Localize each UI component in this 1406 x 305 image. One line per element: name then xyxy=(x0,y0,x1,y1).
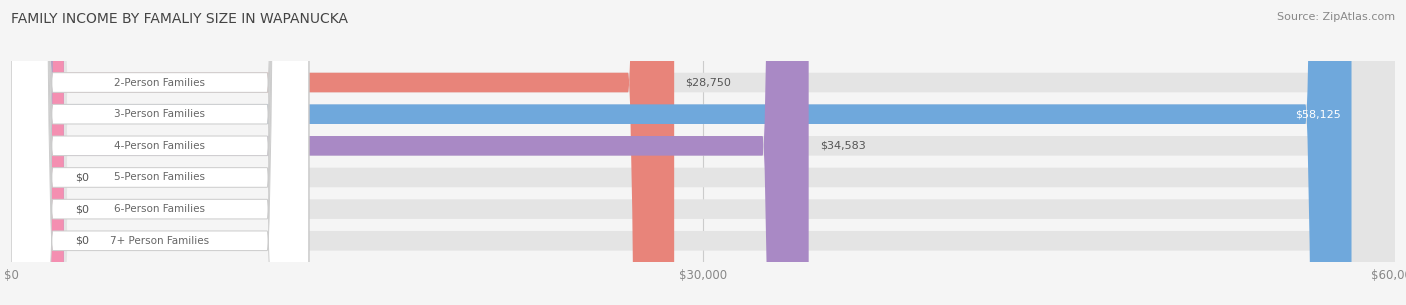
Text: 5-Person Families: 5-Person Families xyxy=(114,172,205,182)
Text: $58,125: $58,125 xyxy=(1295,109,1340,119)
Text: 3-Person Families: 3-Person Families xyxy=(114,109,205,119)
FancyBboxPatch shape xyxy=(11,0,63,305)
FancyBboxPatch shape xyxy=(11,0,1395,305)
Text: Source: ZipAtlas.com: Source: ZipAtlas.com xyxy=(1277,12,1395,22)
FancyBboxPatch shape xyxy=(11,0,1351,305)
FancyBboxPatch shape xyxy=(11,0,309,305)
Text: 2-Person Families: 2-Person Families xyxy=(114,77,205,88)
Text: $0: $0 xyxy=(75,236,89,246)
FancyBboxPatch shape xyxy=(11,0,309,305)
Text: FAMILY INCOME BY FAMALIY SIZE IN WAPANUCKA: FAMILY INCOME BY FAMALIY SIZE IN WAPANUC… xyxy=(11,12,349,26)
Text: 6-Person Families: 6-Person Families xyxy=(114,204,205,214)
FancyBboxPatch shape xyxy=(11,0,63,305)
FancyBboxPatch shape xyxy=(11,0,309,305)
FancyBboxPatch shape xyxy=(11,0,1395,305)
FancyBboxPatch shape xyxy=(11,0,808,305)
FancyBboxPatch shape xyxy=(11,0,63,305)
FancyBboxPatch shape xyxy=(11,0,675,305)
FancyBboxPatch shape xyxy=(11,0,1395,305)
Text: $34,583: $34,583 xyxy=(820,141,866,151)
Text: $0: $0 xyxy=(75,172,89,182)
FancyBboxPatch shape xyxy=(11,0,309,305)
Text: 4-Person Families: 4-Person Families xyxy=(114,141,205,151)
FancyBboxPatch shape xyxy=(11,0,309,305)
FancyBboxPatch shape xyxy=(11,0,1395,305)
FancyBboxPatch shape xyxy=(11,0,309,305)
FancyBboxPatch shape xyxy=(11,0,1395,305)
Text: $0: $0 xyxy=(75,204,89,214)
FancyBboxPatch shape xyxy=(11,0,1395,305)
Text: 7+ Person Families: 7+ Person Families xyxy=(111,236,209,246)
Text: $28,750: $28,750 xyxy=(685,77,731,88)
